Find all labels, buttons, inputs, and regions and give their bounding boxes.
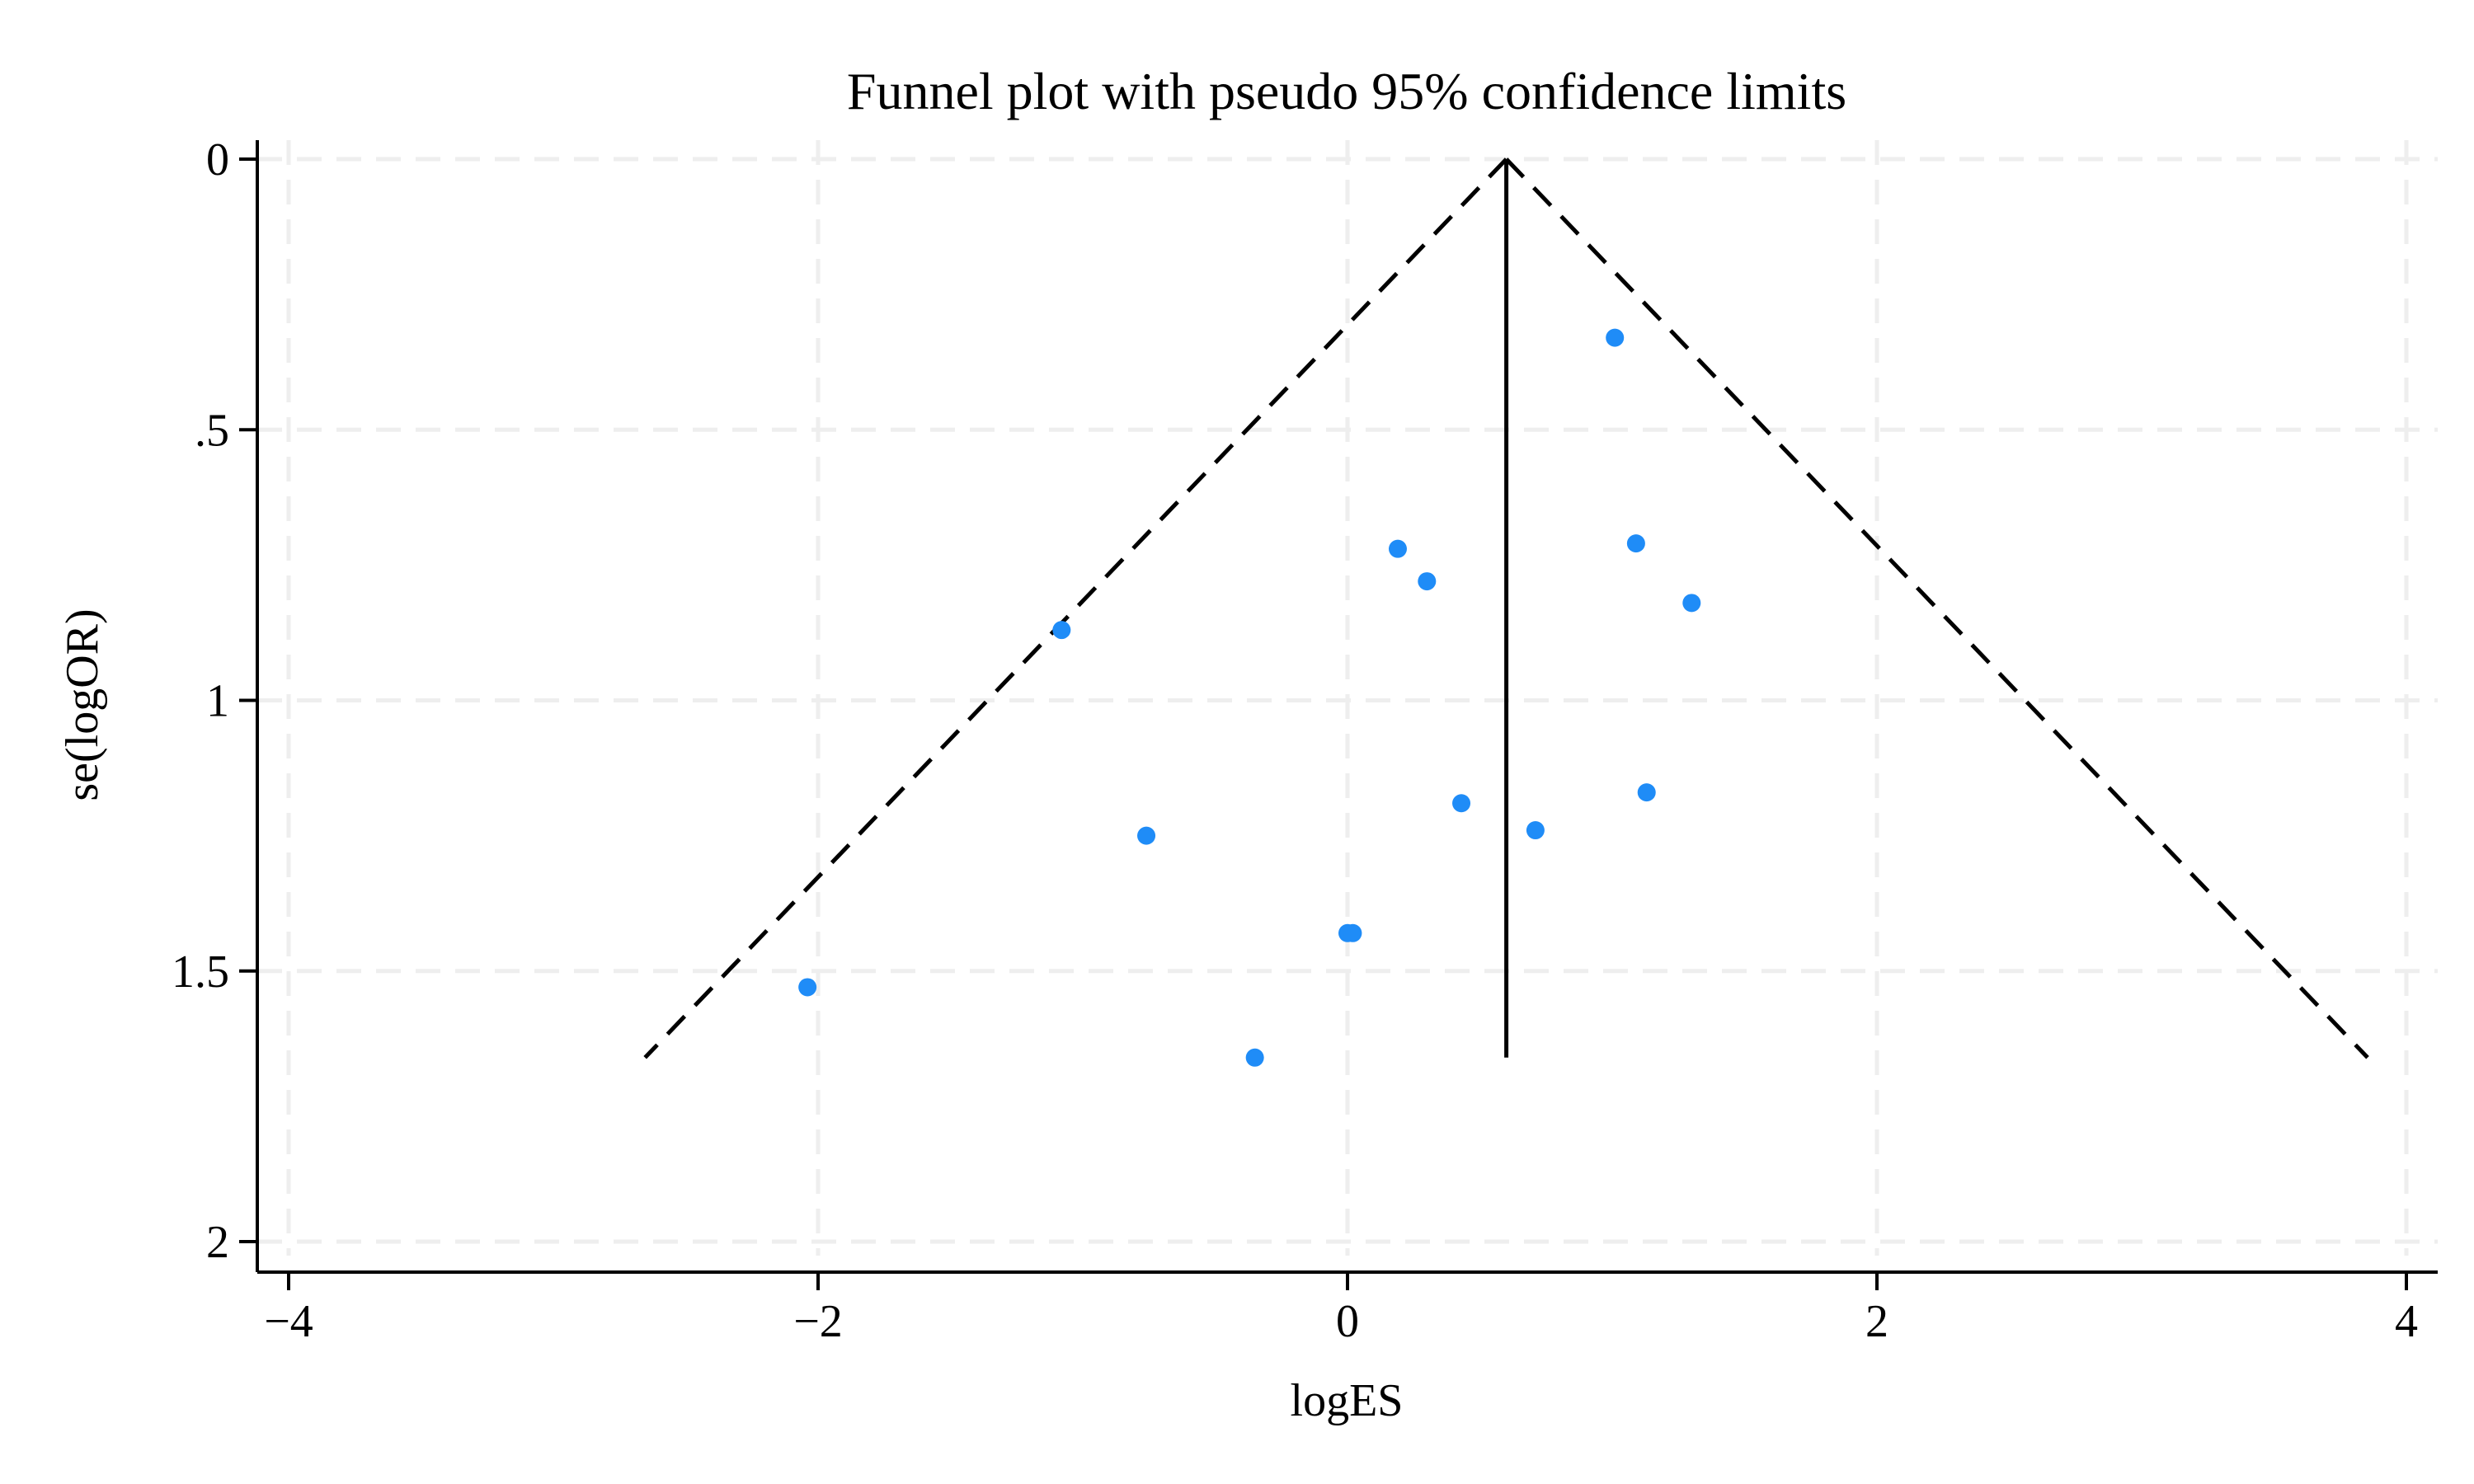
grid-layer — [257, 140, 2438, 1256]
y-tick-label: 2 — [206, 1217, 229, 1268]
data-point — [1388, 539, 1407, 558]
data-point — [1682, 594, 1701, 613]
data-point — [1637, 783, 1656, 802]
y-tick-label: 1.5 — [172, 946, 229, 998]
data-point — [1452, 794, 1471, 813]
axes-layer: 0 .5 1 1.5 2 −4 −2 0 2 4 — [172, 134, 2438, 1347]
data-point — [798, 978, 817, 997]
data-point — [1606, 328, 1625, 347]
data-point — [1137, 826, 1156, 845]
points-layer — [798, 328, 1701, 1067]
x-tick-label: −2 — [793, 1296, 843, 1347]
x-axis-label: logES — [1291, 1375, 1404, 1426]
chart-title: Funnel plot with pseudo 95% confidence l… — [847, 62, 1846, 120]
data-point — [1052, 621, 1071, 640]
y-axis-label: se(logOR) — [57, 608, 108, 801]
data-point — [1245, 1048, 1264, 1067]
data-point — [1526, 821, 1545, 840]
x-tick-label: −4 — [264, 1296, 313, 1347]
y-tick-label: .5 — [195, 405, 229, 456]
data-point — [1626, 534, 1645, 553]
x-tick-label: 2 — [1865, 1296, 1888, 1347]
funnel-layer — [643, 157, 2369, 1059]
data-point — [1343, 923, 1362, 942]
y-tick-label: 1 — [206, 676, 229, 727]
upper-confidence-limit — [1504, 157, 2369, 1059]
lower-confidence-limit — [643, 157, 1508, 1059]
x-tick-label: 0 — [1336, 1296, 1359, 1347]
data-point — [1418, 572, 1437, 591]
x-tick-label: 4 — [2395, 1296, 2418, 1347]
y-tick-label: 0 — [206, 134, 229, 186]
